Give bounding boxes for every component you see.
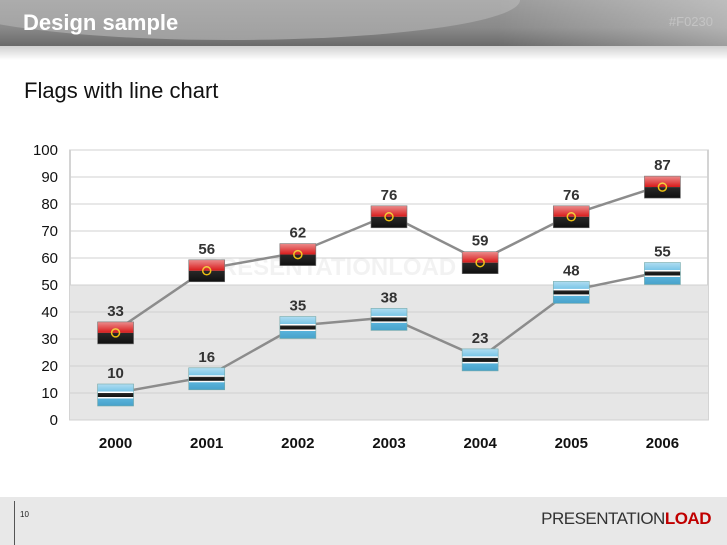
header-bar: Design sample #F0230 <box>0 0 727 46</box>
footer-divider <box>14 501 15 545</box>
x-tick-label: 2001 <box>190 435 223 452</box>
x-tick-label: 2002 <box>281 435 314 452</box>
presentationload-logo: PRESENTATIONLOAD <box>541 509 711 529</box>
data-label: 48 <box>563 262 580 279</box>
chart-subtitle: Flags with line chart <box>24 78 219 103</box>
y-tick-label: 40 <box>41 304 58 321</box>
data-label: 56 <box>198 241 215 258</box>
data-label: 33 <box>107 303 124 320</box>
header-shadow <box>0 46 727 60</box>
angola-flag <box>97 321 134 345</box>
botswana-flag <box>644 262 681 285</box>
slide-code: #F0230 <box>668 14 713 29</box>
data-label: 62 <box>290 225 307 242</box>
data-label: 16 <box>198 349 215 366</box>
y-tick-label: 100 <box>33 142 58 159</box>
angola-flag <box>188 259 226 283</box>
x-tick-label: 2005 <box>555 435 588 452</box>
data-label: 76 <box>563 187 580 204</box>
x-tick-label: 2004 <box>463 435 497 452</box>
y-tick-label: 0 <box>50 412 58 429</box>
watermark-logo: PRESENTATIONLOAD <box>204 254 456 281</box>
y-tick-label: 20 <box>41 358 58 375</box>
header-shine <box>497 0 727 46</box>
footer: 10 PRESENTATIONLOAD <box>0 497 727 545</box>
lower-band <box>70 285 708 420</box>
data-label: 10 <box>107 365 124 382</box>
x-tick-label: 2006 <box>646 435 679 452</box>
y-tick-label: 30 <box>41 331 58 348</box>
data-label: 55 <box>654 244 671 261</box>
logo-left: PRESENTATION <box>541 509 665 528</box>
x-tick-label: 2003 <box>372 435 405 452</box>
data-label: 59 <box>472 233 489 250</box>
y-tick-label: 50 <box>41 277 58 294</box>
y-tick-label: 80 <box>41 196 58 213</box>
page-number: 10 <box>20 510 29 519</box>
data-label: 23 <box>472 330 489 347</box>
botswana-flag <box>97 383 134 407</box>
y-tick-label: 60 <box>41 250 58 267</box>
logo-right: LOAD <box>664 509 712 528</box>
angola-flag <box>461 251 499 274</box>
data-label: 35 <box>290 298 307 315</box>
data-label: 76 <box>381 187 398 204</box>
y-tick-label: 70 <box>41 223 58 240</box>
botswana-flag <box>370 308 408 331</box>
slide-title: Design sample <box>23 10 179 35</box>
angola-flag <box>644 175 681 199</box>
botswana-flag <box>461 348 499 372</box>
angola-flag <box>552 205 590 229</box>
botswana-flag <box>188 367 226 391</box>
angola-flag <box>279 243 317 266</box>
y-tick-label: 10 <box>41 385 58 402</box>
y-tick-label: 90 <box>41 169 58 186</box>
data-label: 87 <box>654 157 671 174</box>
line-chart: 0 10 20 30 40 50 60 70 80 90 100 PRESENTATIONLOAD 20… <box>33 142 709 452</box>
angola-flag <box>370 205 408 229</box>
botswana-flag <box>552 281 590 304</box>
botswana-flag <box>279 316 317 339</box>
data-label: 38 <box>381 289 398 306</box>
x-tick-label: 2000 <box>99 435 132 452</box>
